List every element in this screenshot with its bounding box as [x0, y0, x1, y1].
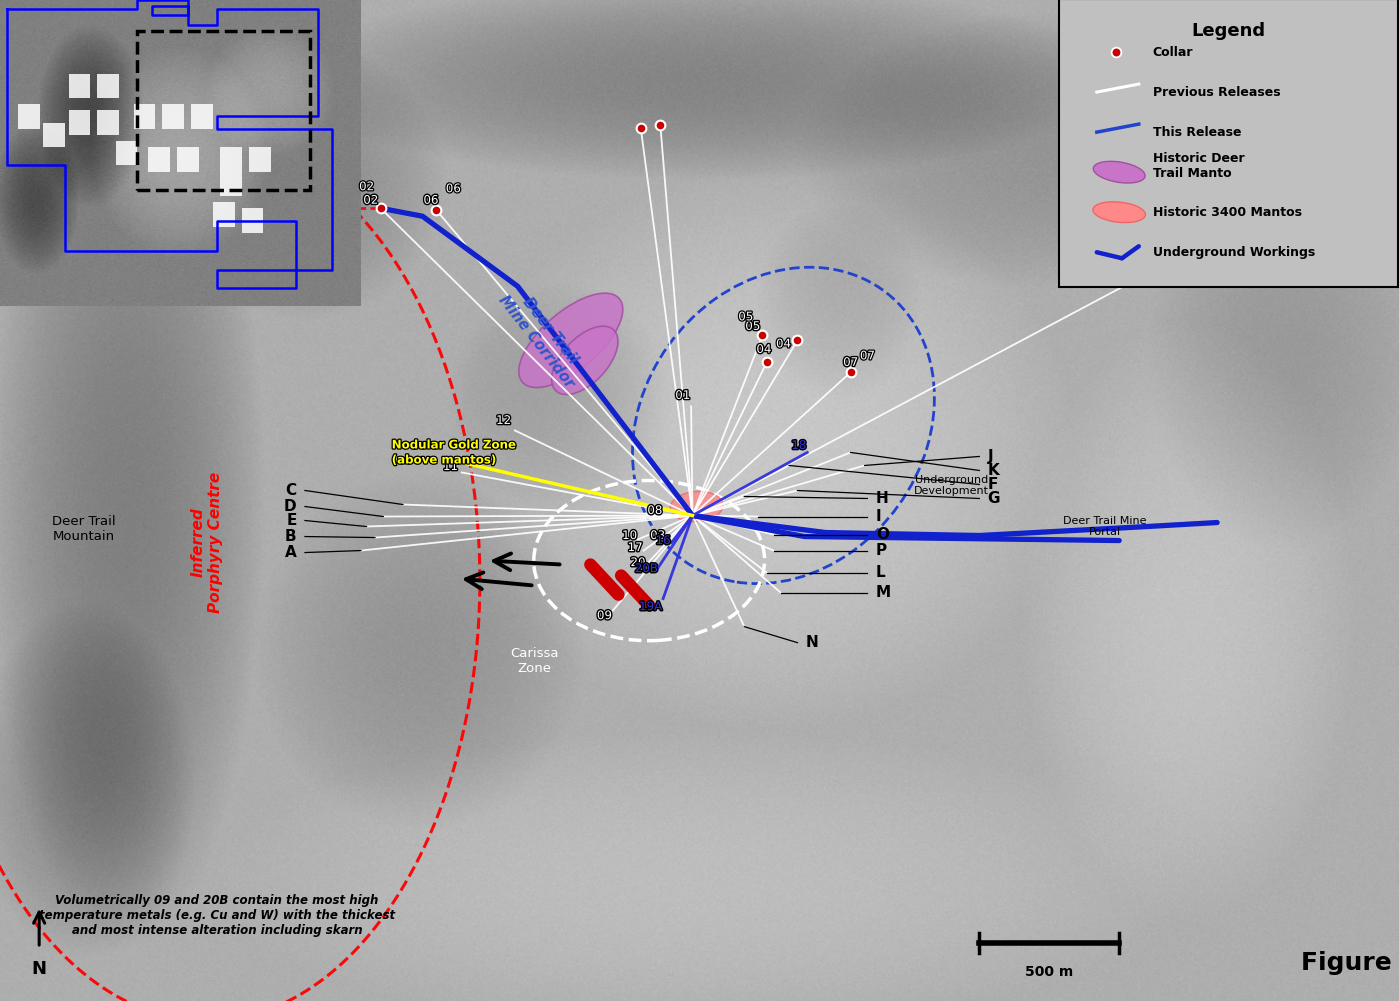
Text: 09: 09 [597, 610, 611, 622]
Text: 19A: 19A [639, 601, 662, 613]
Text: N: N [806, 636, 818, 650]
Text: 06: 06 [446, 182, 460, 195]
Text: 13: 13 [1301, 193, 1315, 206]
Text: Nodular Gold Zone
(above mantos): Nodular Gold Zone (above mantos) [392, 438, 515, 466]
Text: Deer Trail
Mine Corridor: Deer Trail Mine Corridor [495, 282, 590, 390]
Text: 02: 02 [364, 194, 378, 206]
Text: I: I [876, 510, 881, 524]
Text: 18: 18 [792, 439, 806, 451]
Text: Deer Trail
Mountain: Deer Trail Mountain [52, 515, 116, 543]
Text: 06: 06 [424, 194, 438, 206]
Text: 500 m: 500 m [1025, 965, 1073, 979]
Text: 10: 10 [623, 530, 637, 542]
Text: Inferred
Porphyry Centre: Inferred Porphyry Centre [190, 471, 224, 614]
Text: N: N [32, 960, 46, 978]
Text: K: K [988, 463, 999, 477]
Text: 03: 03 [651, 530, 665, 542]
Text: P: P [876, 544, 887, 558]
Text: 05: 05 [739, 310, 753, 323]
Text: 20: 20 [631, 557, 645, 569]
Text: J: J [988, 449, 993, 463]
Text: 16: 16 [656, 535, 670, 547]
Text: H: H [876, 491, 888, 506]
FancyBboxPatch shape [1059, 0, 1398, 287]
Text: 07: 07 [860, 349, 874, 362]
Text: 04: 04 [757, 343, 771, 355]
Text: Volumetrically 09 and 20B contain the most high
temperature metals (e.g. Cu and : Volumetrically 09 and 20B contain the mo… [39, 895, 395, 937]
Text: C: C [285, 483, 297, 497]
Text: Deer Trail Mine
Portal: Deer Trail Mine Portal [1063, 516, 1147, 538]
Text: 02: 02 [360, 180, 374, 193]
Ellipse shape [1093, 161, 1146, 183]
Text: This Release: This Release [1153, 126, 1241, 138]
Text: L: L [876, 566, 886, 580]
Text: 12: 12 [497, 414, 511, 426]
Text: 01: 01 [676, 389, 690, 401]
Text: Previous Releases: Previous Releases [1153, 86, 1280, 98]
Text: Historic 3400 Mantos: Historic 3400 Mantos [1153, 206, 1302, 218]
Text: E: E [287, 514, 297, 528]
Ellipse shape [670, 491, 723, 522]
Text: Historic Deer
Trail Manto: Historic Deer Trail Manto [1153, 152, 1244, 180]
Text: O: O [876, 528, 888, 542]
Text: Underground
Development: Underground Development [914, 474, 989, 496]
Text: 11: 11 [443, 460, 457, 472]
Text: Legend: Legend [1192, 22, 1265, 40]
Text: 04: 04 [776, 337, 790, 350]
Text: F: F [988, 477, 997, 491]
Text: B: B [285, 530, 297, 544]
Text: D: D [284, 499, 297, 514]
Ellipse shape [551, 326, 618, 394]
Ellipse shape [519, 293, 623, 387]
Text: 17: 17 [628, 542, 642, 554]
Text: 05: 05 [746, 320, 760, 332]
Text: Figure 2: Figure 2 [1301, 951, 1399, 975]
Text: Collar: Collar [1153, 46, 1193, 58]
Text: 07: 07 [844, 356, 858, 368]
Text: Carissa
Zone: Carissa Zone [511, 647, 558, 675]
Text: 08: 08 [648, 505, 662, 517]
Text: A: A [285, 546, 297, 560]
Ellipse shape [1093, 202, 1146, 222]
Text: Underground Workings: Underground Workings [1153, 246, 1315, 258]
Text: G: G [988, 491, 1000, 506]
Text: M: M [876, 586, 891, 600]
Text: 20B: 20B [635, 563, 658, 575]
